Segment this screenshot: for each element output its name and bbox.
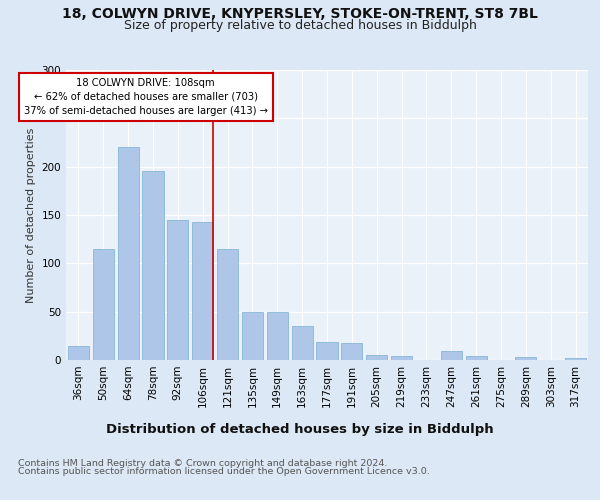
Y-axis label: Number of detached properties: Number of detached properties	[26, 128, 36, 302]
Bar	[242, 312, 263, 360]
Bar	[441, 352, 462, 360]
Text: 18 COLWYN DRIVE: 108sqm
← 62% of detached houses are smaller (703)
37% of semi-d: 18 COLWYN DRIVE: 108sqm ← 62% of detache…	[23, 78, 268, 116]
Text: Size of property relative to detached houses in Biddulph: Size of property relative to detached ho…	[124, 19, 476, 32]
Bar	[466, 356, 487, 360]
Bar	[515, 357, 536, 360]
Bar	[391, 356, 412, 360]
Bar	[217, 249, 238, 360]
Bar	[68, 346, 89, 360]
Bar	[93, 249, 114, 360]
Bar	[341, 342, 362, 360]
Bar	[316, 342, 338, 360]
Bar	[167, 220, 188, 360]
Bar	[118, 148, 139, 360]
Text: Contains HM Land Registry data © Crown copyright and database right 2024.: Contains HM Land Registry data © Crown c…	[18, 458, 388, 468]
Bar	[366, 355, 387, 360]
Text: Contains public sector information licensed under the Open Government Licence v3: Contains public sector information licen…	[18, 467, 430, 476]
Bar	[565, 358, 586, 360]
Bar	[292, 326, 313, 360]
Text: Distribution of detached houses by size in Biddulph: Distribution of detached houses by size …	[106, 422, 494, 436]
Bar	[192, 222, 213, 360]
Bar	[142, 170, 164, 360]
Text: 18, COLWYN DRIVE, KNYPERSLEY, STOKE-ON-TRENT, ST8 7BL: 18, COLWYN DRIVE, KNYPERSLEY, STOKE-ON-T…	[62, 8, 538, 22]
Bar	[267, 312, 288, 360]
